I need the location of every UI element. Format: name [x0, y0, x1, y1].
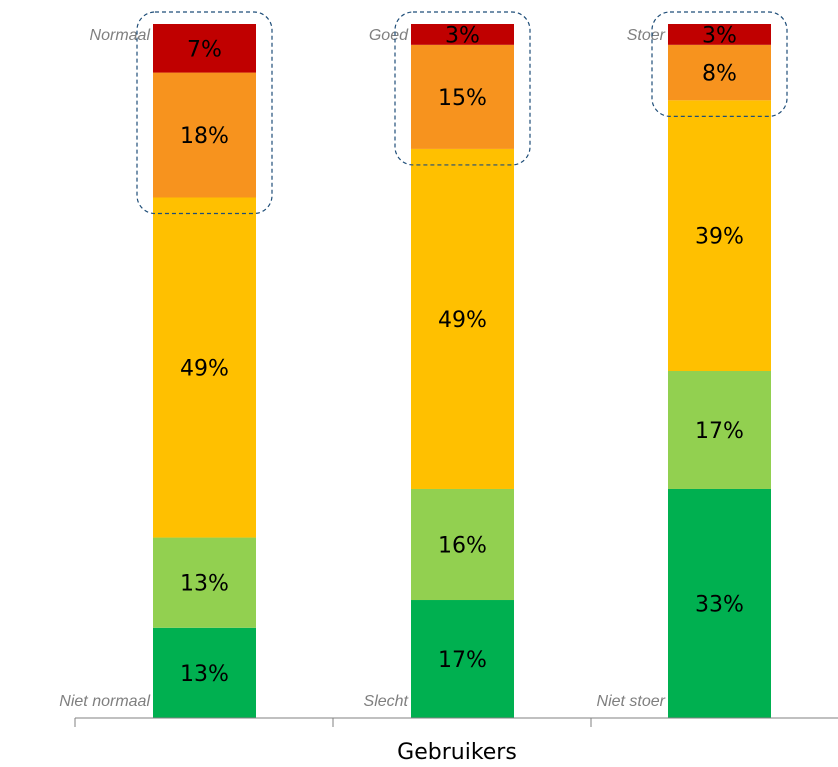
bar-1-segment-1-label: 13% — [180, 662, 229, 687]
bar-2-segment-5-label: 3% — [445, 23, 480, 48]
x-axis — [75, 718, 838, 727]
bar-3-segment-2-label: 17% — [695, 419, 744, 444]
bars-layer — [153, 24, 771, 718]
bar-3-segment-5-label: 3% — [702, 23, 737, 48]
bar-3-bottom-label: Niet stoer — [597, 693, 666, 710]
x-axis-title: Gebruikers — [397, 740, 517, 765]
bar-3-segment-3-label: 39% — [695, 225, 744, 250]
bar-1-segment-4-label: 18% — [180, 124, 229, 149]
bar-1-bottom-label: Niet normaal — [59, 693, 150, 710]
bar-3-segment-1-label: 33% — [695, 592, 744, 617]
bar-2-segment-3-label: 49% — [438, 308, 487, 333]
bar-2-segment-1-label: 17% — [438, 648, 487, 673]
bar-1-segment-2-label: 13% — [180, 572, 229, 597]
bar-2-segment-4-label: 15% — [438, 86, 487, 111]
bar-2-top-label: Goed — [369, 27, 409, 44]
bar-3-top-label: Stoer — [627, 27, 666, 44]
bar-2-bottom-label: Slecht — [364, 693, 409, 710]
bar-2-segment-2-label: 16% — [438, 534, 487, 559]
bar-1-top-label: Normaal — [90, 27, 151, 44]
bar-1-segment-3-label: 49% — [180, 357, 229, 382]
bar-3-segment-4-label: 8% — [702, 62, 737, 87]
bar-1-segment-5-label: 7% — [187, 37, 222, 62]
